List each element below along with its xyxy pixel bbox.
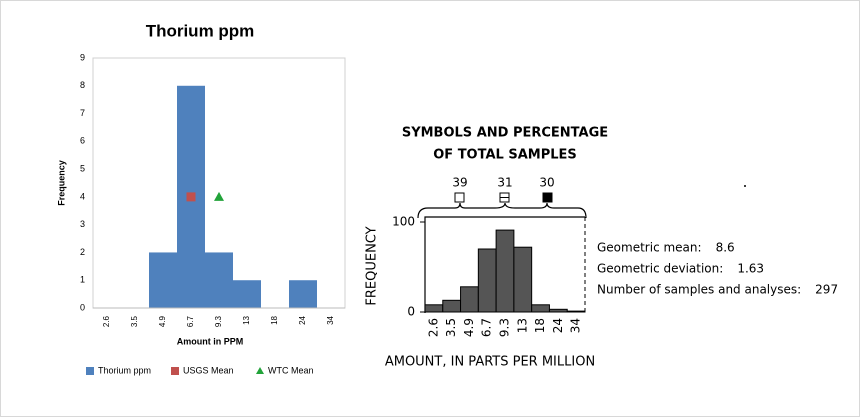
y-tick-label: 3: [80, 219, 85, 229]
x-tick-label: 4.9: [462, 318, 476, 337]
y-axis-title: Frequency: [56, 160, 66, 206]
y-tick-label: 100: [392, 215, 415, 229]
y-tick-label: 9: [80, 52, 85, 62]
y-tick-label: 8: [80, 80, 85, 90]
right-chart: SYMBOLS AND PERCENTAGE OF TOTAL SAMPLES …: [365, 126, 839, 370]
y-axis-title: FREQUENCY: [365, 226, 380, 305]
x-tick-label: 2.6: [102, 315, 111, 327]
legend-label: Thorium ppm: [98, 365, 151, 375]
x-tick-label: 18: [533, 318, 547, 333]
legend-marker: [256, 367, 264, 374]
y-tick-label: 7: [80, 108, 85, 118]
legend-marker: [171, 367, 179, 375]
y-tick-label: 1: [80, 275, 85, 285]
bar: [205, 252, 233, 308]
x-tick-label: 9.3: [214, 315, 223, 327]
y-tick-label: 0: [407, 305, 415, 319]
x-tick-label: 24: [298, 315, 307, 324]
chart-title: OF TOTAL SAMPLES: [433, 148, 577, 163]
bar: [513, 246, 533, 313]
percentage: 31: [497, 176, 512, 190]
brace: [417, 202, 587, 219]
x-tick-label: 18: [270, 315, 279, 324]
bar: [477, 248, 497, 313]
percentage: 30: [539, 176, 554, 190]
bar: [289, 280, 317, 308]
x-tick-label: 3.5: [130, 315, 139, 327]
stat-value: 8.6: [716, 241, 735, 255]
y-tick-label: 6: [80, 136, 85, 146]
x-tick-label: 4.9: [158, 315, 167, 327]
stat-label: Geometric deviation:: [597, 262, 723, 276]
y-tick-label: 2: [80, 247, 85, 257]
bar: [460, 286, 479, 313]
stat-value: 297: [815, 283, 838, 297]
x-tick-label: 6.7: [480, 318, 494, 337]
marker: [186, 192, 196, 202]
bar: [495, 229, 515, 313]
legend-label: WTC Mean: [268, 365, 314, 375]
symbol: [454, 192, 465, 203]
stat-label: Geometric mean:: [597, 241, 702, 255]
marker: [214, 191, 224, 201]
percentage: 39: [452, 176, 467, 190]
x-axis-title: Amount in PPM: [177, 336, 244, 346]
plot-frame: [424, 216, 585, 313]
y-tick-label: 4: [80, 191, 85, 201]
x-tick-label: 13: [242, 315, 251, 324]
x-tick-label: 2.6: [426, 318, 440, 337]
x-tick-label: 3.5: [444, 318, 458, 337]
x-tick-label: 6.7: [186, 315, 195, 327]
stat-label: Number of samples and analyses:: [597, 283, 801, 297]
y-tick-label: 5: [80, 163, 85, 173]
legend-label: USGS Mean: [183, 365, 234, 375]
legend-marker: [86, 367, 94, 375]
bar: [233, 280, 261, 308]
speck: [744, 185, 746, 187]
chart-title: SYMBOLS AND PERCENTAGE: [402, 126, 608, 141]
bar: [424, 304, 444, 313]
chart-title: Thorium ppm: [146, 21, 255, 40]
bar: [531, 304, 550, 313]
stat-value: 1.63: [737, 262, 764, 276]
x-tick-label: 34: [326, 315, 335, 324]
x-tick-label: 34: [569, 318, 583, 333]
left-chart: Thorium ppm Amount in PPM Frequency 0 1 2 3…: [56, 21, 346, 375]
x-tick-label: 9.3: [498, 318, 512, 337]
bar: [149, 252, 177, 308]
x-tick-label: 24: [551, 318, 565, 333]
x-axis-title: AMOUNT, IN PARTS PER MILLION: [385, 355, 595, 370]
bar: [442, 299, 462, 313]
y-tick-label: 0: [80, 302, 85, 312]
x-tick-label: 13: [515, 318, 529, 333]
symbol: [542, 192, 553, 203]
